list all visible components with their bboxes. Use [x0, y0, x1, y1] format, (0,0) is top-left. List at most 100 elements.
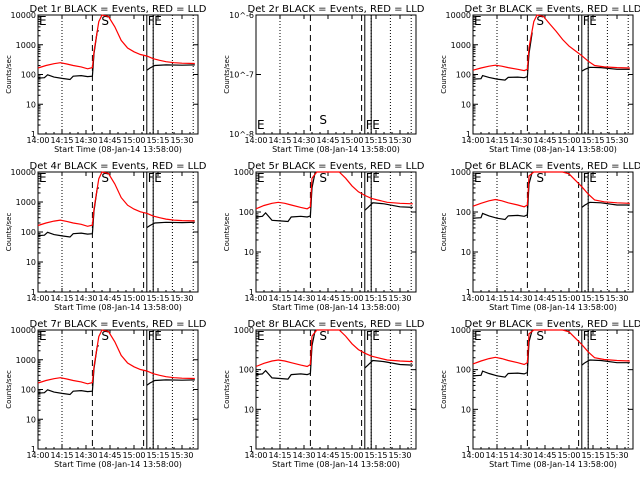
event-marker-label: E	[589, 329, 597, 343]
x-tick-label: 14:30	[509, 451, 532, 460]
event-marker-label: S	[319, 113, 327, 127]
x-tick-label: 14:00	[244, 136, 267, 145]
y-tick-label: 1000	[451, 168, 471, 177]
panel-title: Det 2r BLACK = Events, RED = LLD	[248, 4, 425, 15]
x-tick-label: 15:30	[605, 294, 628, 303]
y-tick-label: 10^-8	[229, 130, 254, 139]
event-marker-label: F	[148, 329, 155, 343]
x-tick-label: 14:45	[98, 136, 121, 145]
y-tick-label: 100	[21, 386, 36, 395]
x-axis-label: Start Time (08-Jan-14 13:58:00)	[489, 303, 617, 312]
x-axis-label: Start Time (08-Jan-14 13:58:00)	[272, 145, 400, 154]
events-series-line	[472, 32, 533, 81]
x-tick-label: 15:00	[557, 294, 580, 303]
y-tick-label: 10000	[11, 11, 36, 20]
events-series-line	[581, 66, 630, 72]
plot-frame	[472, 14, 634, 135]
y-tick-label: 1000	[16, 356, 36, 365]
x-tick-label: 14:45	[316, 136, 339, 145]
y-tick-label: 100	[456, 71, 471, 80]
y-tick-label: 1000	[234, 168, 254, 177]
event-marker-label: S	[536, 14, 544, 28]
event-marker-label: F	[148, 14, 155, 28]
y-axis-label: Counts/sec	[440, 213, 448, 252]
y-tick-label: 1	[31, 288, 36, 297]
x-tick-label: 15:15	[581, 294, 604, 303]
x-tick-label: 15:00	[340, 136, 363, 145]
y-tick-label: 10	[26, 100, 36, 109]
plot-frame	[472, 329, 634, 450]
event-marker-label: S	[319, 329, 327, 343]
y-tick-label: 1	[466, 445, 471, 454]
y-tick-label: 10^-7	[229, 71, 254, 80]
x-tick-label: 14:30	[292, 294, 315, 303]
panel-title: Det 8r BLACK = Events, RED = LLD	[248, 319, 425, 330]
panel-title: Det 5r BLACK = Events, RED = LLD	[248, 161, 425, 172]
x-tick-label: 14:30	[74, 451, 97, 460]
lld-series-line	[255, 329, 413, 368]
event-marker-label: E	[474, 329, 482, 343]
y-tick-label: 100	[21, 71, 36, 80]
x-tick-label: 15:00	[122, 136, 145, 145]
lld-series-line	[472, 329, 630, 366]
y-axis-label: Counts/sec	[440, 55, 448, 94]
event-marker-label: S	[101, 171, 109, 185]
x-tick-label: 14:00	[244, 294, 267, 303]
y-axis-label: Counts/sec	[223, 213, 231, 252]
x-axis-label: Start Time (08-Jan-14 13:58:00)	[54, 145, 182, 154]
y-tick-label: 1	[31, 130, 36, 139]
x-tick-label: 14:45	[316, 294, 339, 303]
x-tick-label: 14:15	[268, 294, 291, 303]
lld-series-line	[255, 171, 413, 210]
x-tick-label: 15:15	[581, 136, 604, 145]
x-tick-label: 14:30	[74, 136, 97, 145]
y-tick-label: 10	[244, 248, 254, 257]
y-tick-label: 1000	[16, 198, 36, 207]
event-marker-label: E	[154, 329, 162, 343]
event-marker-label: E	[154, 14, 162, 28]
y-tick-label: 10	[26, 258, 36, 267]
x-axis-label: Start Time (08-Jan-14 13:58:00)	[272, 303, 400, 312]
event-marker-label: F	[583, 329, 590, 343]
events-series-line	[364, 359, 413, 369]
x-tick-label: 14:00	[461, 136, 484, 145]
x-tick-label: 14:15	[268, 136, 291, 145]
event-marker-label: E	[589, 14, 597, 28]
x-tick-label: 15:00	[340, 294, 363, 303]
x-tick-label: 14:15	[50, 451, 73, 460]
y-tick-label: 100	[456, 366, 471, 375]
y-tick-label: 10	[461, 100, 471, 109]
x-tick-label: 14:15	[485, 294, 508, 303]
plot-frame	[255, 14, 417, 135]
x-tick-label: 14:15	[485, 136, 508, 145]
x-tick-label: 14:45	[533, 294, 556, 303]
events-series-line	[146, 221, 195, 229]
lld-series-line	[472, 171, 630, 208]
panel-title: Det 6r BLACK = Events, RED = LLD	[465, 161, 640, 172]
x-tick-label: 14:45	[316, 451, 339, 460]
events-series-line	[472, 171, 533, 221]
lld-series-line	[37, 329, 195, 385]
x-tick-label: 15:30	[388, 136, 411, 145]
x-tick-label: 15:15	[364, 451, 387, 460]
event-marker-label: E	[372, 118, 380, 132]
x-tick-label: 15:15	[364, 294, 387, 303]
y-axis-label: Counts/sec	[440, 370, 448, 409]
y-axis-label: Counts/sec	[5, 55, 13, 94]
x-tick-label: 15:15	[581, 451, 604, 460]
y-tick-label: 10^-6	[229, 11, 254, 20]
y-tick-label: 1000	[451, 326, 471, 335]
events-series-line	[37, 345, 100, 396]
y-tick-label: 1000	[234, 326, 254, 335]
y-tick-label: 10	[26, 415, 36, 424]
event-marker-label: E	[589, 171, 597, 185]
y-tick-label: 1	[249, 445, 254, 454]
